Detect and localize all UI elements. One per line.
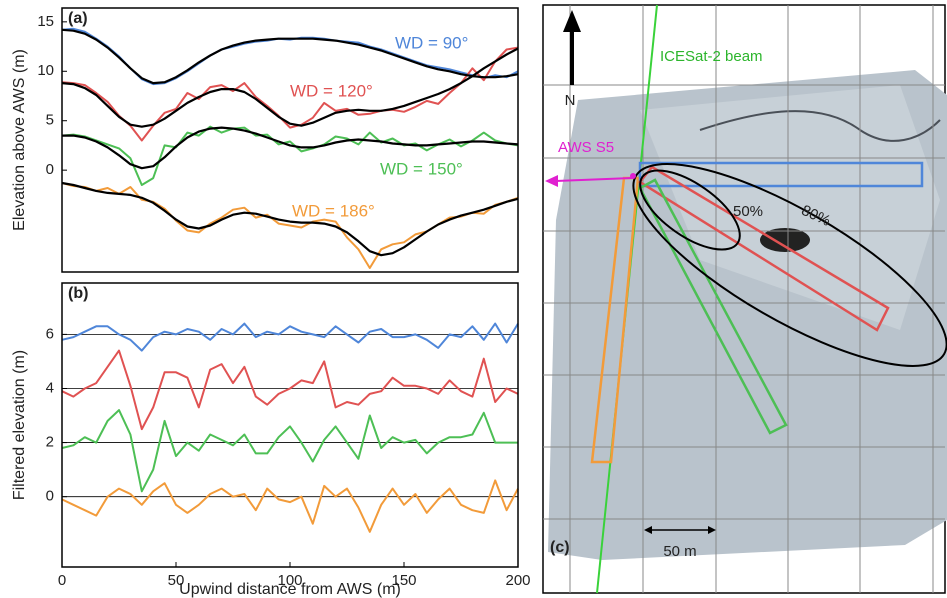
y-tick-label: 2 [46, 434, 54, 451]
y-tick-label: 4 [46, 379, 54, 396]
map: N ICESat-2 beam AWS S5 50% 80% 50 m (c) [542, 4, 947, 594]
series-line [61, 181, 519, 257]
scale-label: 50 m [663, 543, 696, 560]
y-tick-label: 5 [46, 112, 54, 129]
station [630, 173, 636, 179]
station-label: AWS S5 [558, 139, 614, 156]
series-line [61, 349, 519, 431]
y-tick-label: 0 [46, 161, 54, 178]
lake [760, 228, 810, 252]
y-axis-label: Elevation above AWS (m) [11, 49, 28, 231]
imagery-light [640, 85, 940, 330]
scale-head [708, 526, 716, 534]
series-label: WD = 150° [380, 159, 463, 178]
green-footprint [638, 178, 788, 435]
series-line [61, 322, 519, 352]
y-tick-label: 0 [46, 488, 54, 505]
beam-label: ICESat-2 beam [660, 48, 763, 65]
north-label: N [565, 92, 576, 109]
plot-frame [61, 282, 519, 568]
series-label: WD = 120° [290, 81, 373, 100]
panel-label: (b) [68, 285, 88, 302]
contour-label: 50% [733, 203, 763, 220]
series-label: WD = 90° [395, 33, 468, 52]
crevasse [699, 110, 941, 142]
plot-frame [61, 7, 519, 273]
x-axis-label: Upwind distance from AWS (m) [179, 581, 401, 598]
series-line [61, 125, 519, 186]
panel-label: (a) [68, 10, 88, 27]
x-tick-label: 200 [505, 572, 530, 589]
x-tick-label: 150 [391, 572, 416, 589]
series-label: WD = 186° [292, 201, 375, 220]
y-tick-label: 10 [37, 62, 54, 79]
series-line [62, 126, 519, 170]
series-line [61, 28, 519, 85]
scale-head [644, 526, 652, 534]
y-axis-label: Filtered elevation (m) [11, 350, 28, 500]
x-tick-label: 50 [168, 572, 185, 589]
panel-label: (c) [550, 539, 570, 556]
series-line [61, 409, 518, 493]
blue-footprint [638, 161, 924, 188]
series-line [61, 46, 519, 142]
wind-arrow [555, 177, 633, 182]
x-tick-label: 0 [58, 572, 66, 589]
north-arrow-head [563, 10, 581, 32]
contour-50 [639, 169, 741, 251]
y-tick-label: 6 [46, 325, 54, 342]
y-tick-label: 15 [37, 13, 54, 30]
wind-arrow-head [545, 175, 558, 187]
series-line [61, 47, 519, 128]
series-line [61, 479, 519, 533]
x-tick-label: 100 [277, 572, 302, 589]
